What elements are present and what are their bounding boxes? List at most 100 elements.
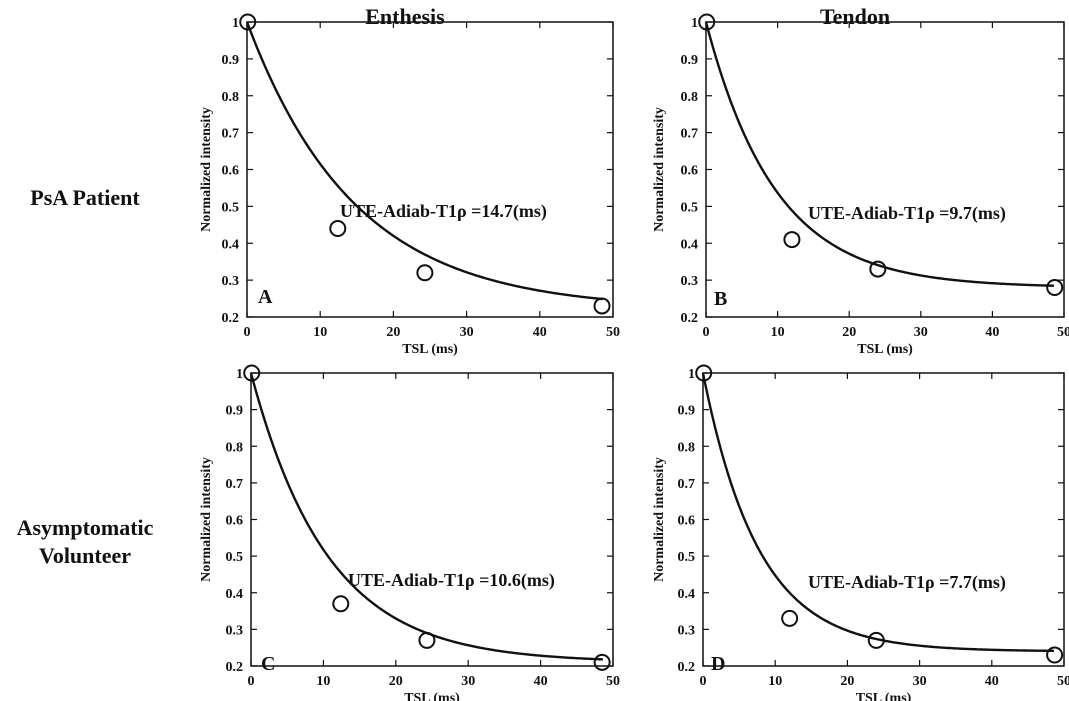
panel-label: D [711, 653, 725, 675]
x-tick-label: 0 [244, 325, 251, 340]
y-tick-label: 0.8 [226, 440, 244, 455]
y-axis-label: Normalized intensity [199, 107, 214, 232]
x-tick-label: 20 [389, 674, 403, 689]
x-tick-label: 20 [842, 325, 856, 340]
y-tick-label: 0.5 [681, 200, 699, 215]
fit-curve [249, 372, 603, 661]
data-point [781, 609, 799, 627]
column-title-enthesis: Enthesis [365, 4, 445, 29]
y-tick-label: 0.7 [226, 477, 244, 492]
data-point [1046, 279, 1064, 296]
y-tick-label: 0.5 [226, 550, 244, 565]
x-tick-label: 50 [606, 325, 620, 340]
x-axis-label: TSL (ms) [856, 691, 912, 701]
panel-b: 0 10 20 30 40 50 0.2 0.3 0.4 0.5 0.6 0.7 0.8 0.9 1 TSL … [652, 13, 1069, 357]
x-tick-label: 40 [985, 674, 999, 689]
y-tick-label: 0.3 [678, 623, 696, 638]
fit-curve [245, 21, 603, 301]
panel-label: C [261, 653, 275, 675]
data-point [867, 631, 885, 649]
fit-annotation: UTE-Adiab-T1ρ =7.7(ms) [808, 572, 1006, 593]
data-point [332, 595, 350, 613]
y-tick-label: 0.8 [681, 90, 699, 105]
data-point [869, 260, 887, 278]
data-point [329, 220, 347, 237]
data-point [698, 13, 716, 31]
x-tick-label: 50 [1057, 325, 1069, 340]
plot-frame [702, 372, 1065, 667]
y-tick-label: 0.3 [681, 274, 699, 289]
x-tick-label: 30 [460, 325, 474, 340]
row-title-psa-patient: PsA Patient [0, 184, 170, 212]
y-tick-label: 0.4 [678, 587, 696, 602]
y-tick-label: 0.8 [678, 440, 696, 455]
data-point [695, 364, 713, 382]
y-axis-label: Normalized intensity [652, 457, 667, 582]
fit-curve [701, 372, 1054, 653]
panel-label: B [714, 288, 727, 310]
y-tick-label: 0.9 [222, 53, 240, 68]
y-tick-label: 0.2 [226, 660, 244, 675]
y-axis-label: Normalized intensity [199, 457, 214, 582]
x-axis-label: TSL (ms) [857, 342, 913, 357]
y-tick-label: 0.9 [226, 404, 244, 419]
x-tick-label: 50 [606, 674, 620, 689]
y-tick-label: 0.5 [222, 200, 240, 215]
fit-annotation: UTE-Adiab-T1ρ =10.6(ms) [348, 570, 555, 591]
x-tick-label: 0 [703, 325, 710, 340]
x-tick-label: 20 [840, 674, 854, 689]
x-axis-label: TSL (ms) [404, 691, 460, 701]
x-tick-label: 40 [533, 325, 547, 340]
row-title-line: Volunteer [38, 543, 132, 568]
data-point [418, 631, 436, 649]
y-tick-label: 0.4 [226, 587, 244, 602]
y-tick-label: 0.3 [226, 623, 244, 638]
y-tick-label: 1 [691, 16, 698, 31]
x-tick-label: 30 [913, 674, 927, 689]
x-tick-label: 10 [771, 325, 785, 340]
y-tick-label: 0.6 [226, 514, 244, 529]
y-tick-label: 0.7 [681, 127, 699, 142]
fit-annotation: UTE-Adiab-T1ρ =9.7(ms) [808, 203, 1006, 224]
data-point [416, 264, 434, 282]
panel-a: 0 10 20 30 40 50 0.2 0.3 0.4 0.5 0.6 0.7 0.8 0.9 1 TSL … [199, 13, 620, 357]
row-title-line: PsA Patient [30, 185, 140, 210]
x-tick-label: 10 [313, 325, 327, 340]
x-tick-label: 20 [386, 325, 400, 340]
y-tick-label: 0.2 [681, 311, 699, 326]
panel-c: 0 10 20 30 40 50 0.2 0.3 0.4 0.5 0.6 0.7 0.8 0.9 1 TSL … [199, 364, 620, 701]
y-tick-label: 0.8 [222, 90, 240, 105]
panel-d: 0 10 20 30 40 50 0.2 0.3 0.4 0.5 0.6 0.7 0.8 0.9 1 TSL … [652, 364, 1069, 701]
x-tick-label: 0 [700, 674, 707, 689]
y-tick-label: 1 [236, 367, 243, 382]
y-tick-label: 0.2 [678, 660, 696, 675]
x-tick-label: 50 [1057, 674, 1069, 689]
y-tick-label: 0.2 [222, 311, 240, 326]
x-tick-label: 10 [316, 674, 330, 689]
data-point [593, 653, 611, 671]
y-tick-label: 1 [688, 367, 695, 382]
column-title-tendon: Tendon [819, 4, 891, 29]
y-tick-label: 0.9 [681, 53, 699, 68]
y-tick-label: 0.3 [222, 274, 240, 289]
y-tick-label: 0.5 [678, 550, 696, 565]
data-point [783, 231, 801, 249]
x-tick-label: 10 [768, 674, 782, 689]
y-tick-label: 0.6 [678, 514, 696, 529]
x-tick-label: 0 [248, 674, 255, 689]
data-point [1046, 646, 1064, 664]
x-tick-label: 30 [914, 325, 928, 340]
y-tick-label: 0.6 [222, 164, 240, 179]
y-axis-label: Normalized intensity [652, 107, 667, 232]
x-tick-label: 40 [534, 674, 548, 689]
y-tick-label: 0.9 [678, 404, 696, 419]
plot-frame [246, 21, 614, 318]
row-title-line: Asymptomatic [16, 515, 154, 540]
x-tick-label: 40 [985, 325, 999, 340]
panel-label: A [258, 286, 273, 308]
data-point [243, 364, 261, 382]
y-tick-label: 1 [232, 16, 239, 31]
x-axis-label: TSL (ms) [402, 342, 458, 357]
x-tick-label: 30 [461, 674, 475, 689]
